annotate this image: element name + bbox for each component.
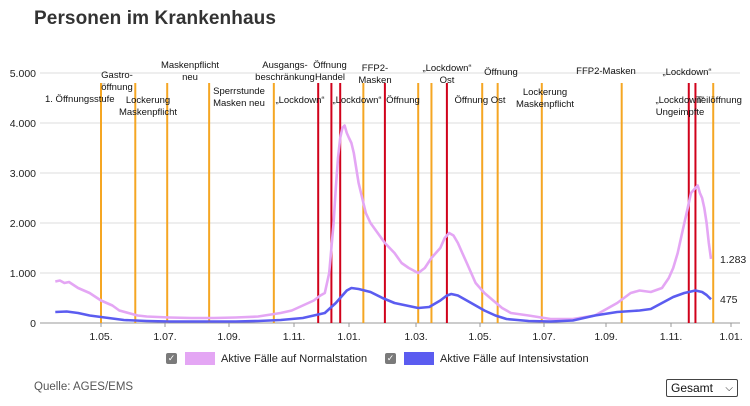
annotation-label: Masken [358,75,391,86]
legend-label-normalstation: Aktive Fälle auf Normalstation [221,352,368,365]
annotation-label: Maskenpflicht [516,99,574,110]
annotation-label: Sperrstunde [213,86,265,97]
checkbox-normalstation[interactable]: ✓ [166,353,177,364]
x-tick-label: 1.01. [719,331,742,343]
y-tick-label: 4.000 [10,118,36,130]
y-tick-label: 3.000 [10,168,36,180]
y-tick-label: 2.000 [10,218,36,230]
series-line-normalstation [55,124,713,321]
legend-swatch-intensivstation [404,352,434,365]
end-value-label: 475 [720,294,738,306]
annotation-label: Öffnung [386,95,420,106]
annotation-label: Ost [440,75,455,86]
x-tick-label: 1.09. [217,331,240,343]
chevron-down-icon: ⌵ [725,382,733,394]
x-tick-label: 1.09. [594,331,617,343]
page-title: Personen im Krankenhaus [34,8,276,29]
annotation-label: FFP2- [362,63,388,74]
y-tick-label: 5.000 [10,68,36,80]
legend-item-normalstation[interactable]: ✓ Aktive Fälle auf Normalstation [166,352,367,365]
annotation-label: Ungeimpfte [656,107,705,118]
legend-item-intensivstation[interactable]: ✓ Aktive Fälle auf Intensivstation [385,352,589,365]
x-tick-label: 1.05. [89,331,112,343]
annotation-label: Maskenpflicht [119,107,177,118]
annotation-label: „Lockdown“ [662,67,711,78]
annotation-label: Lockerung [523,87,567,98]
x-tick-label: 1.11. [283,331,306,343]
annotation-label: Handel [315,72,345,83]
x-tick-label: 1.07. [153,331,176,343]
annotation-label: neu [182,72,198,83]
checkbox-intensivstation[interactable]: ✓ [385,353,396,364]
annotation-label: Masken neu [213,98,265,109]
annotation-label: Lockerung [126,95,170,106]
range-select[interactable]: Gesamt ⌵ [666,379,738,397]
y-tick-label: 0 [30,318,36,330]
annotation-label: Ausgangs- [262,60,307,71]
annotation-label: „Lockdown“ [275,95,324,106]
end-value-label: 1.283 [720,254,746,266]
chart: 0 1.000 2.000 3.000 4.000 5.000 1.05. 1.07. 1.09… [10,60,747,343]
annotation-label: Öffnung Ost [454,95,505,106]
y-tick-label: 1.000 [10,268,36,280]
source-note: Quelle: AGES/EMS [34,381,134,393]
x-tick-label: 1.05. [468,331,491,343]
legend-label-intensivstation: Aktive Fälle auf Intensivstation [440,352,589,365]
x-tick-label: 1.03. [404,331,427,343]
annotation-label: Gastro- [101,70,133,81]
annotation-label: Maskenpflicht [161,60,219,71]
annotation-label: 1. Öffnungsstufe [45,94,115,105]
x-tick-label: 1.07. [532,331,555,343]
range-select-value: Gesamt [671,381,714,395]
annotation-label: Teilöffnung [696,95,742,106]
annotation-label: Öffnung [313,60,347,71]
annotation-label: Öffnung [484,67,518,78]
x-tick-label: 1.11. [660,331,683,343]
annotation-label: öffnung [101,82,133,93]
x-tick-label: 1.01. [337,331,360,343]
series-line-intensivstation [55,286,712,323]
annotation-label: „Lockdown“ [332,95,381,106]
annotation-label: „Lockdown“ [655,95,704,106]
annotation-label: „Lockdown“ [422,63,471,74]
annotation-label: FFP2-Masken [576,66,636,77]
annotation-label: beschränkung [255,72,315,83]
legend-swatch-normalstation [185,352,215,365]
